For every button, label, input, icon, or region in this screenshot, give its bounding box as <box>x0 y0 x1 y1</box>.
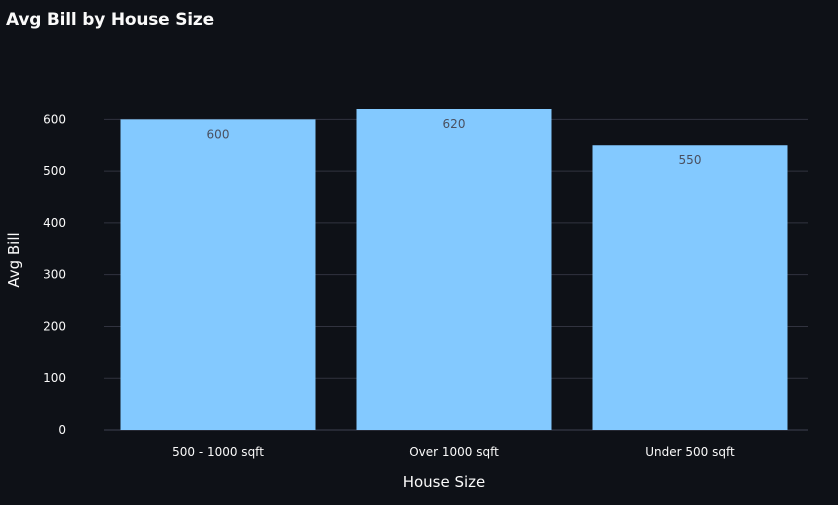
bar <box>356 109 552 430</box>
y-tick-label: 500 <box>43 164 66 178</box>
y-axis-ticks: 0 100 200 300 400 500 600 <box>43 112 66 437</box>
x-axis-label: House Size <box>403 473 486 491</box>
y-tick-label: 200 <box>43 319 66 333</box>
x-axis-ticks: 500 - 1000 sqft Over 1000 sqft Under 500 s… <box>172 445 735 459</box>
data-labels: 600 620 550 <box>207 117 702 167</box>
bars <box>120 109 788 431</box>
bar-value-label: 550 <box>679 153 702 167</box>
chart-title: Avg Bill by House Size <box>6 10 214 30</box>
bar <box>592 145 788 430</box>
x-tick-label: 500 - 1000 sqft <box>172 445 264 459</box>
y-tick-label: 100 <box>43 371 66 385</box>
y-tick-label: 600 <box>43 112 66 126</box>
y-tick-label: 300 <box>43 268 66 282</box>
x-tick-label: Over 1000 sqft <box>409 445 499 459</box>
bar <box>120 119 316 431</box>
y-tick-label: 0 <box>58 423 66 437</box>
y-axis-label: Avg Bill <box>5 232 23 287</box>
bar-value-label: 620 <box>443 117 466 131</box>
bar-value-label: 600 <box>207 127 230 141</box>
y-tick-label: 400 <box>43 216 66 230</box>
x-tick-label: Under 500 sqft <box>645 445 735 459</box>
